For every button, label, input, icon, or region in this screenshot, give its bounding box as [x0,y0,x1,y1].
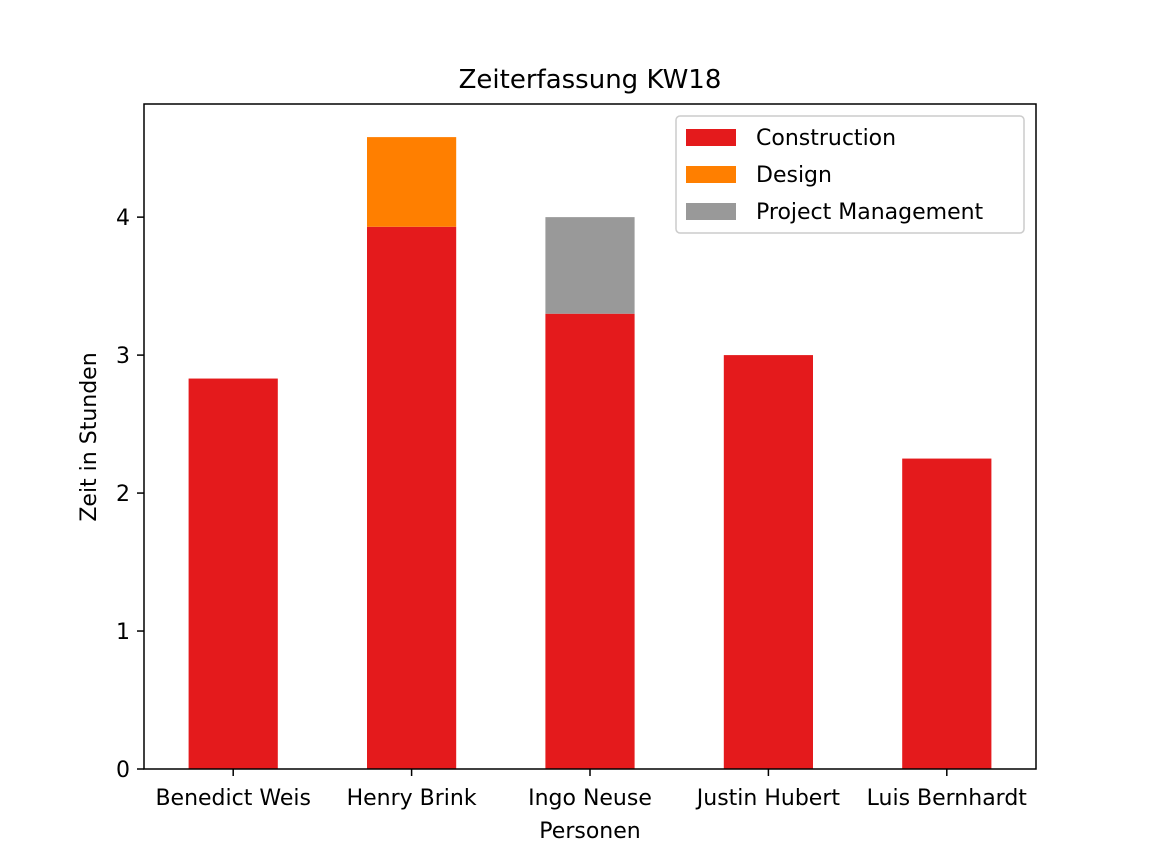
y-tick-label-2: 2 [116,482,130,507]
bar-construction-4 [902,458,992,769]
x-axis-title: Personen [539,819,640,844]
chart-title: Zeiterfassung KW18 [459,65,722,95]
x-tick-label-0: Benedict Weis [155,786,310,811]
legend-box [675,115,1025,234]
y-axis-title: Zeit in Stunden [77,352,102,521]
axes-group: 0 1 2 3 4 Benedict Weis Henry Brink Ingo Neuse J… [116,103,1037,811]
y-tick-label-1: 1 [116,620,130,645]
y-tick-label-4: 4 [116,206,130,231]
legend-swatch-0 [686,129,736,146]
bar-design-1 [367,137,457,227]
legend-label-0: Construction [756,126,896,151]
legend-swatch-2 [686,203,736,220]
legend-label-2: Project Management [756,200,984,225]
bar-construction-3 [723,355,813,769]
x-tick-label-2: Ingo Neuse [528,786,652,811]
bar-construction-1 [367,226,457,770]
bar-project-management-2 [545,217,635,314]
x-tick-label-3: Justin Hubert [695,786,841,811]
legend-swatch-1 [686,166,736,183]
legend-label-1: Design [756,163,832,188]
y-tick-label-0: 0 [116,758,130,783]
x-tick-label-4: Luis Bernhardt [867,786,1028,811]
bar-construction-2 [545,313,635,769]
bar-construction-0 [188,378,278,769]
x-tick-label-1: Henry Brink [347,786,477,811]
legend: Construction Design Project Management [675,115,1025,234]
y-tick-label-3: 3 [116,344,130,369]
bars-group [188,137,992,770]
